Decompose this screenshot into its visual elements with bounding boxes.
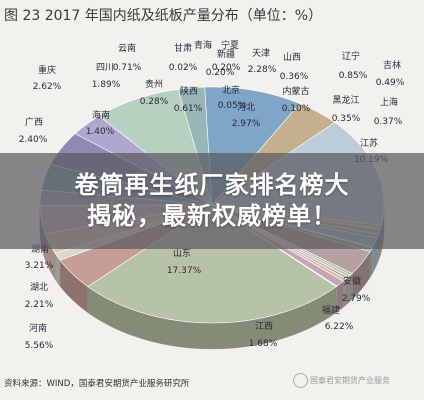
slice-label-17: 重庆 <box>38 64 56 76</box>
promo-banner[interactable]: 卷筒再生纸厂家排名榜大 揭秘，最新权威榜单！ <box>0 153 424 249</box>
slice-label-38: 2.40% <box>19 135 48 145</box>
slice-label-11: 山西 <box>283 52 301 63</box>
slice-label-45: 湖北 <box>30 282 48 293</box>
slice-label-33: 黑龙江 <box>332 94 359 106</box>
slice-label-15: 吉林 <box>383 59 401 71</box>
slice-label-47: 安徽 <box>343 275 361 287</box>
slice-label-7: 0.20% <box>212 63 241 73</box>
banner-line-2: 揭秘，最新权威榜单！ <box>87 202 337 230</box>
slice-label-10: 2.28% <box>248 65 277 75</box>
slice-label-18: 2.62% <box>33 82 62 92</box>
slice-label-39: 江苏 <box>360 137 378 149</box>
slice-label-36: 0.37% <box>374 117 403 127</box>
slice-label-51: 河南 <box>29 322 47 334</box>
slice-label-21: 贵州 <box>145 78 163 90</box>
banner-line-1: 卷筒再生纸厂家排名榜大 <box>74 171 350 199</box>
slice-label-13: 辽宁 <box>342 50 360 62</box>
pie-slice-山东 <box>87 204 337 324</box>
slice-label-42: 3.21% <box>25 261 54 271</box>
slice-label-53: 江西 <box>255 321 273 332</box>
slice-label-22: 0.28% <box>140 97 169 107</box>
slice-label-52: 5.56% <box>25 341 54 351</box>
slice-label-8: 0.20% <box>206 68 235 78</box>
slice-label-49: 福建 <box>322 304 340 316</box>
source-note: 资料来源：WIND，国泰君安期货产业服务研究所 <box>4 378 190 389</box>
slice-label-27: 内蒙古 <box>282 85 309 97</box>
slice-label-5: 宁夏 <box>221 39 239 51</box>
chart-title: 图 23 2017 年国内纸及纸板产量分布（单位：%） <box>4 8 322 24</box>
slice-label-9: 天津 <box>252 48 270 59</box>
slice-label-50: 6.22% <box>325 322 354 332</box>
slice-label-46: 2.21% <box>25 300 54 310</box>
slice-label-44: 17.37% <box>167 266 202 276</box>
slice-label-16: 0.49% <box>376 78 405 88</box>
slice-label-37: 广西 <box>25 116 43 128</box>
slice-label-25: 北京 <box>222 84 240 96</box>
slice-label-43: 山东 <box>173 247 191 259</box>
slice-label-2: 甘肃 <box>174 42 192 54</box>
slice-label-26: 0.05% <box>218 101 247 111</box>
slice-label-30: 1.40% <box>86 127 115 137</box>
slice-label-24: 0.61% <box>174 104 203 114</box>
slice-label-19: 四川 <box>96 63 114 73</box>
slice-label-23: 陕西 <box>180 85 198 97</box>
slice-label-34: 0.35% <box>332 114 361 124</box>
slice-label-35: 上海 <box>380 96 398 108</box>
slice-label-48: 2.79% <box>342 294 371 304</box>
slice-label-54: 1.68% <box>249 339 278 349</box>
slice-label-12: 0.36% <box>280 72 309 82</box>
watermark: 国泰君安期货产业服务 <box>310 375 390 385</box>
slice-label-32: 2.97% <box>232 119 261 129</box>
slice-label-29: 海南 <box>92 109 110 121</box>
slice-label-14: 0.85% <box>339 71 368 81</box>
pie-side-山西 <box>369 247 373 279</box>
slice-label-31: 河北 <box>237 101 255 113</box>
slice-label-3: 0.02% <box>169 63 198 73</box>
slice-label-4: 青海 <box>194 39 212 51</box>
slice-label-0: 云南 <box>118 42 136 54</box>
slice-label-28: 0.10% <box>282 104 311 114</box>
slice-label-6: 新疆 <box>217 48 235 60</box>
slice-label-1: 0.71% <box>113 63 142 73</box>
wechat-icon <box>293 373 308 388</box>
slice-label-20: 1.89% <box>92 80 121 90</box>
